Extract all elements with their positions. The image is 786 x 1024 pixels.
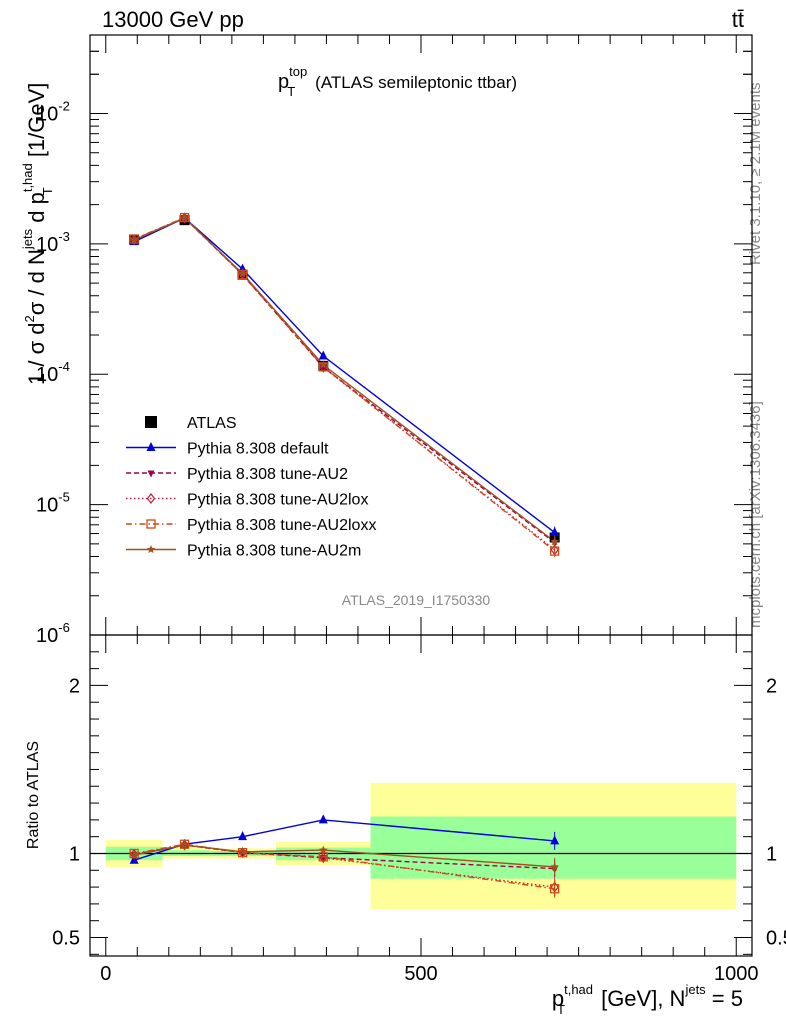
data-point xyxy=(180,213,189,222)
rivet-label: Rivet 3.1.10, ≥ 2.1M events xyxy=(747,83,764,266)
data-point xyxy=(550,884,560,894)
data-point xyxy=(319,852,328,864)
legend-label: Pythia 8.308 tune-AU2 xyxy=(187,466,348,483)
ratio-series xyxy=(129,814,560,898)
y-tick-label: 10-5 xyxy=(36,490,70,517)
data-point xyxy=(318,814,328,824)
data-point xyxy=(129,234,139,245)
xlabel: pt,had T [GeV], Njets = 5 xyxy=(552,982,743,1017)
data-point xyxy=(550,835,560,845)
mcplots-label: mcplots.cern.ch [arXiv:1306.3436] xyxy=(747,401,764,628)
data-point xyxy=(147,470,155,478)
ratio-y-tick-label: 0.5 xyxy=(52,928,80,950)
process-label: tt̄ xyxy=(732,7,744,32)
y-tick-label: 10-6 xyxy=(36,620,70,647)
ratio-ylabel: Ratio to ATLAS xyxy=(25,741,42,849)
data-point xyxy=(146,519,156,529)
axes: 10-6 10-5 10-4 10-3 10-2 0 500 1000 0.5 0.5 1 1 2 2 xyxy=(36,34,786,985)
ratio-y-tick-label: 0.5 xyxy=(766,928,786,950)
data-point xyxy=(146,545,156,554)
legend-label: Pythia 8.308 tune-AU2m xyxy=(187,543,361,560)
data-point xyxy=(318,350,328,360)
energy-label: 13000 GeV pp xyxy=(102,7,244,32)
ratio-y-tick-label: 1 xyxy=(69,843,80,865)
data-point xyxy=(146,493,156,504)
legend-label: ATLAS xyxy=(187,415,237,432)
y-tick-label: 10-4 xyxy=(36,359,70,386)
legend-label: Pythia 8.308 tune-AU2lox xyxy=(187,492,368,509)
data-point xyxy=(238,831,248,841)
data-point xyxy=(129,850,139,859)
ratio-y-tick-label: 1 xyxy=(766,843,777,865)
data-point xyxy=(129,234,139,244)
data-point xyxy=(318,852,328,862)
main-ylabel: 1 / σ d2σ / d Njets d pt,had T [1/GeV] xyxy=(20,83,55,385)
y-tick-label: 10-3 xyxy=(36,229,70,256)
legend-label: Pythia 8.308 default xyxy=(187,441,329,458)
x-tick-label: 500 xyxy=(404,963,437,985)
data-point xyxy=(238,269,247,278)
data-point xyxy=(145,416,157,428)
ratio-y-tick-label: 2 xyxy=(69,675,80,697)
ratio-line xyxy=(133,844,555,888)
ratio-y-tick-label: 2 xyxy=(766,675,777,697)
data-point xyxy=(179,839,190,849)
data-point xyxy=(129,848,139,859)
data-point xyxy=(129,235,139,244)
x-tick-label: 1000 xyxy=(714,963,759,985)
ratio-frame xyxy=(89,634,753,957)
data-point xyxy=(238,847,247,856)
analysis-watermark: ATLAS_2019_I1750330 xyxy=(342,592,491,608)
data-point xyxy=(319,361,328,373)
plot-title: ptop T (ATLAS semileptonic ttbar) xyxy=(278,64,517,99)
data-point xyxy=(550,537,559,546)
data-point xyxy=(146,442,156,451)
y-tick-label: 10-2 xyxy=(36,98,70,125)
series-line xyxy=(133,217,556,534)
legend-label: Pythia 8.308 tune-AU2loxx xyxy=(187,517,376,534)
data-point xyxy=(550,862,559,871)
data-point xyxy=(319,845,328,854)
legend: ATLAS Pythia 8.308 default Pythia 8.308 tu… xyxy=(126,415,376,560)
data-point xyxy=(550,527,560,537)
main-series xyxy=(129,212,560,558)
data-point xyxy=(180,840,189,849)
data-point xyxy=(319,360,328,369)
x-tick-label: 0 xyxy=(100,963,111,985)
